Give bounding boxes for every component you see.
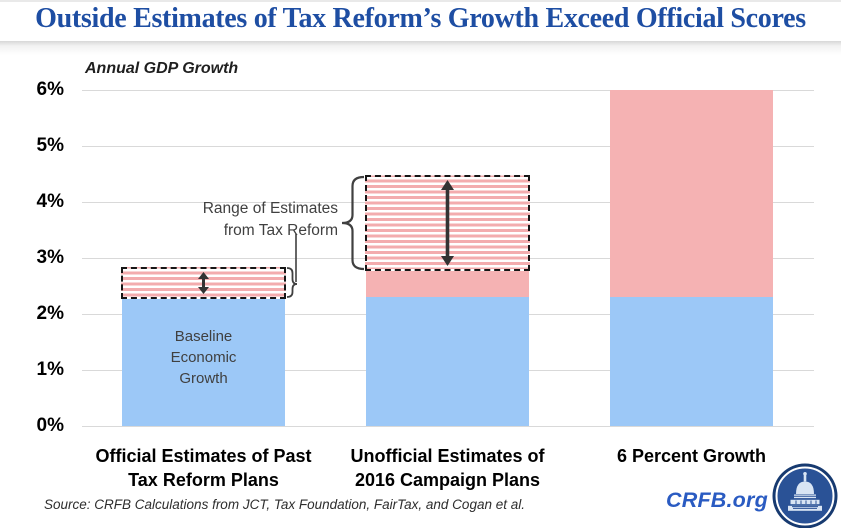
- y-tick-label: 5%: [36, 135, 64, 156]
- bar-segment-baseline: [610, 297, 773, 426]
- range-of-estimates-label: Range of Estimates from Tax Reform: [202, 200, 338, 239]
- range-double-arrow-icon: [198, 272, 209, 294]
- y-tick-label: 4%: [36, 191, 64, 212]
- y-axis-title: Annual GDP Growth: [85, 60, 239, 77]
- x-axis-label: Official Estimates of Past Tax Reform Pl…: [95, 446, 312, 490]
- baseline-growth-label: Baseline Economic Growth: [170, 328, 237, 387]
- bar-segment-estimate: [610, 90, 773, 297]
- x-axis-label: 6 Percent Growth: [616, 446, 767, 466]
- bar-segment-baseline: [366, 297, 529, 426]
- range-brace-bar2: [341, 175, 365, 271]
- top-edge-strip: [0, 0, 841, 2]
- gridline: [82, 90, 814, 91]
- y-tick-label: 6%: [36, 79, 64, 100]
- bar-segment-baseline: [122, 297, 285, 426]
- y-tick-label: 0%: [36, 415, 64, 436]
- header-divider: [0, 41, 841, 55]
- gridline: [82, 426, 814, 427]
- source-note: Source: CRFB Calculations from JCT, Tax …: [44, 497, 525, 512]
- y-tick-label: 2%: [36, 303, 64, 324]
- y-tick-label: 3%: [36, 247, 64, 268]
- chart-title: Outside Estimates of Tax Reform’s Growth…: [35, 3, 806, 34]
- y-tick-label: 1%: [36, 359, 64, 380]
- capitol-dome-icon: [772, 463, 838, 528]
- x-axis-label: Unofficial Estimates of 2016 Campaign Pl…: [350, 446, 545, 490]
- bar-segment-estimate: [366, 269, 529, 297]
- crfb-org-wordmark: CRFB.org: [666, 488, 768, 512]
- range-brace-bar1: [286, 267, 298, 298]
- range-double-arrow-icon: [441, 180, 454, 266]
- gridline: [82, 146, 814, 147]
